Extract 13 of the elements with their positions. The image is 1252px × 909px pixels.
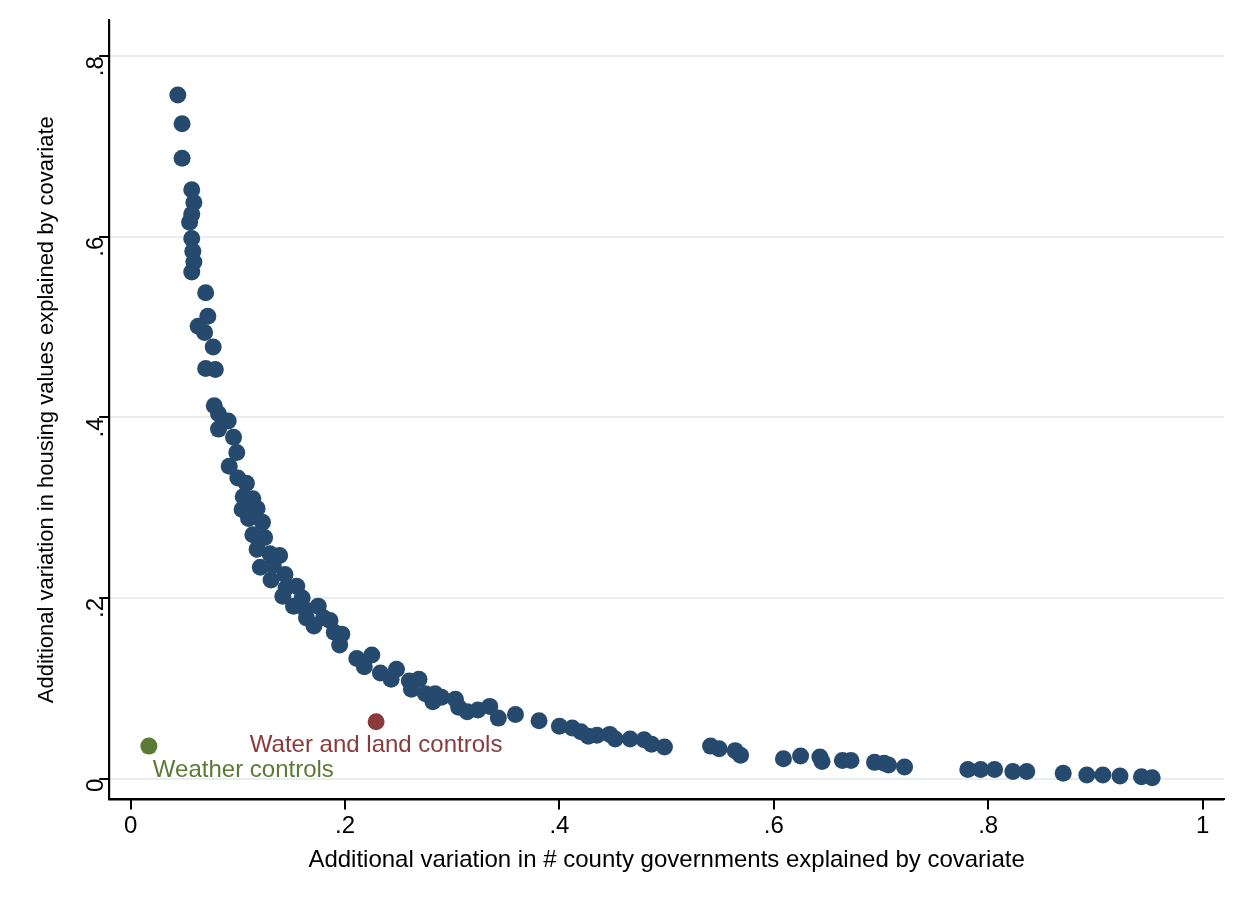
x-tick-label: .4 bbox=[549, 811, 570, 839]
y-tick-label: .6 bbox=[80, 236, 108, 257]
x-tick-label: 1 bbox=[1195, 811, 1210, 839]
y-tick-label: .8 bbox=[80, 56, 108, 77]
x-tick-label: 0 bbox=[123, 811, 138, 839]
x-axis-title: Additional variation in # county governments explained by covariate bbox=[308, 845, 1025, 873]
x-tick-label: .2 bbox=[335, 811, 356, 839]
x-tick-label: .8 bbox=[978, 811, 999, 839]
x-tick-label: .6 bbox=[763, 811, 784, 839]
y-tick-label: .4 bbox=[80, 417, 108, 438]
y-axis-title: Additional variation in housing values explained by covariate bbox=[33, 116, 59, 704]
y-tick-label: .2 bbox=[80, 598, 108, 619]
y-tick-label: 0 bbox=[80, 778, 108, 792]
